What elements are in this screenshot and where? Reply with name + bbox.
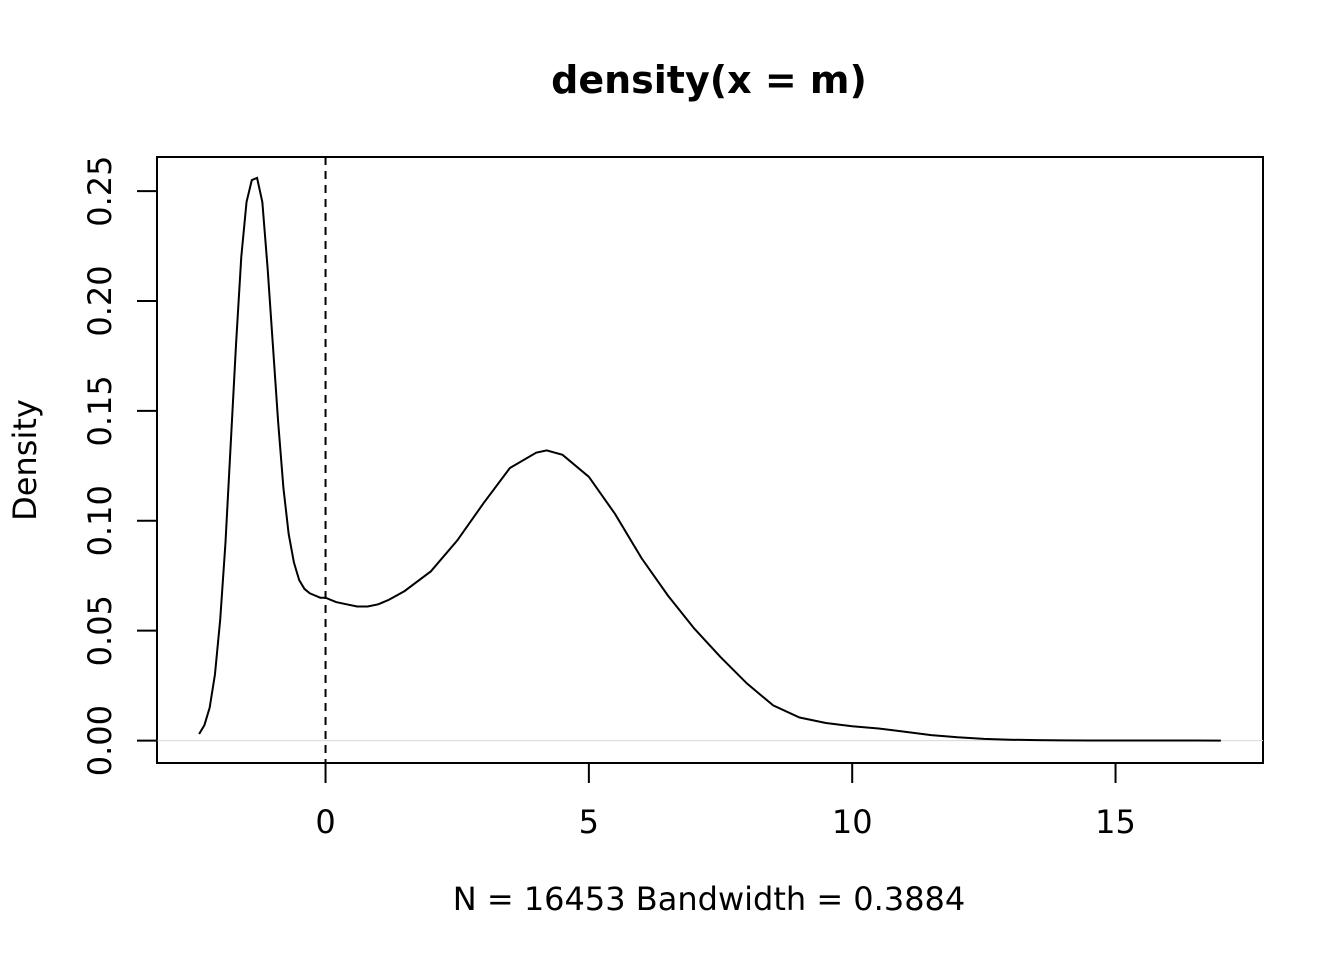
chart-title: density(x = m): [551, 58, 867, 102]
density-curve: [198, 176, 1221, 742]
x-axis: 0 5 10 15: [315, 762, 1136, 841]
plot-area: [156, 156, 1264, 764]
y-tick-label: 0.15: [81, 375, 119, 446]
y-tick-label: 0.20: [81, 265, 119, 336]
x-tick-label: 0: [315, 803, 335, 841]
y-tick-label: 0.05: [81, 595, 119, 666]
y-tick-label: 0.00: [81, 705, 119, 776]
x-axis-label: N = 16453 Bandwidth = 0.3884: [453, 880, 966, 918]
y-tick-label: 0.10: [81, 485, 119, 556]
x-tick-label: 10: [832, 803, 873, 841]
x-tick-label: 15: [1095, 803, 1136, 841]
x-tick-label: 5: [579, 803, 599, 841]
y-axis: 0.00 0.05 0.10 0.15 0.20 0.25: [81, 155, 158, 776]
y-axis-label: Density: [6, 399, 44, 521]
y-tick-label: 0.25: [81, 155, 119, 226]
plot-frame: [156, 156, 1264, 764]
